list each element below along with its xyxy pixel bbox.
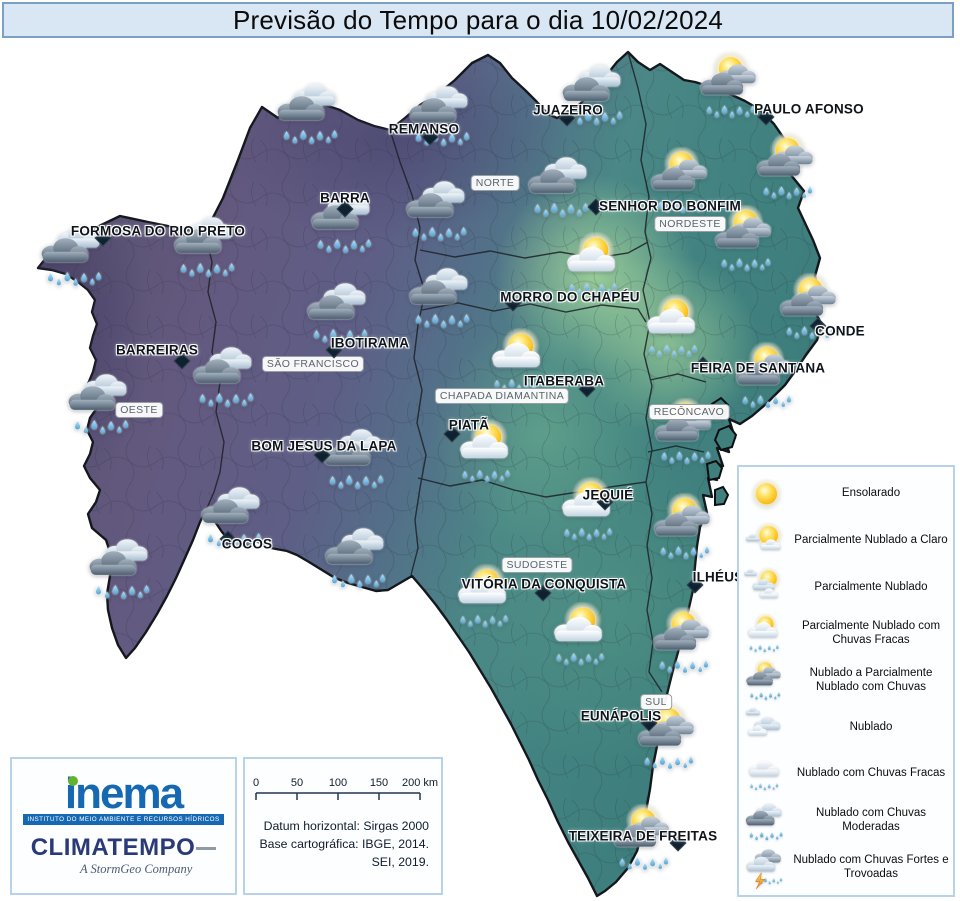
city-label: MORRO DO CHAPÉU [500, 289, 640, 305]
city-label: FEIRA DE SANTANA [690, 360, 826, 376]
city-label: COCOS [221, 536, 273, 552]
legend-item-label: Nublado com Chuvas Fracas [796, 767, 946, 780]
weather-icon [752, 133, 828, 202]
city-label: IBOTIRAMA [330, 335, 410, 351]
city-label: JUAZEIRO [533, 102, 603, 118]
weather-icon [189, 342, 265, 411]
region-label: SUDOESTE [501, 557, 573, 573]
city-label: VITÓRIA DA CONQUISTA [461, 576, 627, 592]
region-label: NORDESTE [654, 216, 726, 232]
city-label: EUNÁPOLIS [580, 708, 662, 724]
weather-icon [731, 342, 807, 411]
scale-box: 0 50 100 150 200 km Datum horizontal: Sirgas… [243, 757, 443, 895]
legend-weather-icon [743, 659, 790, 702]
legend-box: Ensolarado Parcialmente Nublado a Claro … [737, 465, 955, 897]
weather-icon [319, 424, 395, 493]
legend-item-label: Nublado com Chuvas Fortes e Trovoadas [793, 853, 949, 880]
weather-icon [321, 523, 397, 592]
datum-line: SEI, 2019. [371, 854, 429, 869]
stormgeo-tagline: A StormGeo Company [80, 862, 193, 877]
city-label: JEQUIÉ [582, 487, 634, 503]
legend-weather-icon [743, 566, 790, 609]
legend-weather-icon [743, 753, 790, 796]
climatempo-text: CLIMATEMPO [30, 834, 196, 862]
weather-icon [402, 176, 478, 245]
legend-item: Nublado com Chuvas Fortes e Trovoadas [743, 846, 949, 889]
region-label: SUL [640, 694, 672, 710]
legend-weather-icon [743, 800, 790, 843]
svg-text:200 km: 200 km [402, 777, 438, 789]
weather-icon [85, 534, 161, 603]
region-label: OESTE [115, 402, 163, 418]
legend-weather-icon [743, 519, 790, 562]
legend-item-label: Parcialmente Nublado com Chuvas Fracas [801, 620, 941, 647]
legend-item: Nublado com Chuvas Moderadas [743, 800, 949, 843]
legend-weather-icon [743, 846, 790, 889]
climatempo-wordmark: CLIMATEMPO [31, 836, 217, 860]
title-bar: Previsão do Tempo para o dia 10/02/2024 [2, 2, 954, 38]
legend-weather-icon [743, 706, 790, 749]
inema-subtitle: INSTITUTO DO MEIO AMBIENTE E RECURSOS HÍ… [23, 814, 224, 826]
city-label: BARREIRAS [115, 342, 199, 358]
city-label: ILHÉUS [692, 569, 744, 585]
svg-text:150: 150 [370, 777, 388, 789]
weather-icon [405, 81, 481, 150]
city-label: PIATÃ [448, 417, 490, 433]
legend-weather-icon [743, 613, 790, 656]
weather-icon [450, 564, 526, 633]
weather-icon [639, 294, 715, 363]
city-label: FORMOSA DO RIO PRETO [70, 223, 246, 239]
legend-item: Parcialmente Nublado a Claro [743, 519, 949, 562]
inema-logo: inema INSTITUTO DO MEIO AMBIENTE E RECUR… [23, 768, 224, 826]
legend-item-label: Ensolarado [841, 487, 901, 500]
svg-text:0: 0 [253, 777, 259, 789]
region-label: CHAPADA DIAMANTINA [434, 388, 570, 404]
legend-item: Ensolarado [743, 473, 949, 516]
weather-icon [273, 79, 349, 148]
legend-item: Parcialmente Nublado [743, 566, 949, 609]
legend-item: Nublado a Parcialmente Nublado com Chuva… [743, 659, 949, 702]
legend-item: Parcialmente Nublado com Chuvas Fracas [743, 613, 949, 656]
weather-icon [649, 493, 725, 562]
region-label: RECÔNCAVO [648, 404, 730, 420]
datum-line: Datum horizontal: Sirgas 2000 [263, 819, 429, 833]
city-label: CONDE [815, 323, 865, 339]
logo-box: inema INSTITUTO DO MEIO AMBIENTE E RECUR… [10, 757, 237, 895]
city-label: BARRA [320, 190, 370, 206]
climatempo-logo: CLIMATEMPO A StormGeo Company [31, 836, 217, 877]
city-label: BOM JESUS DA LAPA [251, 438, 397, 454]
legend-item-label: Nublado a Parcialmente Nublado com Chuva… [809, 667, 933, 693]
city-label: TEIXEIRA DE FREITAS [568, 828, 718, 844]
region-label: SÃO FRANCISCO [261, 356, 365, 372]
inema-green-dot-icon [67, 775, 78, 786]
region-label: NORTE [470, 175, 520, 191]
datum-info: Datum horizontal: Sirgas 2000 Base carto… [249, 818, 437, 871]
legend-weather-icon [743, 473, 790, 516]
weather-icon [405, 263, 481, 332]
weather-icon [546, 602, 622, 671]
legend-item-label: Parcialmente Nublado [814, 580, 928, 593]
legend-item: Nublado com Chuvas Fracas [743, 753, 949, 796]
scale-bar: 0 50 100 150 200 km [253, 777, 438, 800]
city-label: REMANSO [388, 121, 460, 137]
legend-item-label: Nublado com Chuvas Moderadas [816, 807, 926, 833]
page-title: Previsão do Tempo para o dia 10/02/2024 [232, 4, 724, 35]
city-label: PAULO AFONSO [754, 101, 864, 117]
svg-text:50: 50 [291, 777, 303, 789]
city-label: SENHOR DO BONFIM [599, 198, 741, 214]
legend-item: Nublado [743, 706, 949, 749]
weather-icon [648, 607, 724, 676]
weather-icon [170, 212, 246, 281]
legend-item-label: Nublado [849, 720, 893, 733]
inema-wordmark: inema [64, 768, 184, 818]
city-label: ITABERABA [523, 373, 605, 389]
datum-line: Base cartográfica: IBGE, 2014. [259, 836, 429, 851]
legend-item-label: Parcialmente Nublado a Claro [794, 533, 948, 546]
climatempo-dash-icon [196, 846, 217, 850]
weather-icon [524, 152, 600, 221]
svg-text:100: 100 [329, 777, 347, 789]
